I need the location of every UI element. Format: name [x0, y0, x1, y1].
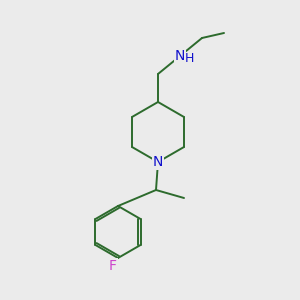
Text: H: H: [184, 52, 194, 65]
Text: N: N: [153, 155, 163, 169]
Text: F: F: [109, 259, 117, 273]
Text: N: N: [175, 49, 185, 63]
